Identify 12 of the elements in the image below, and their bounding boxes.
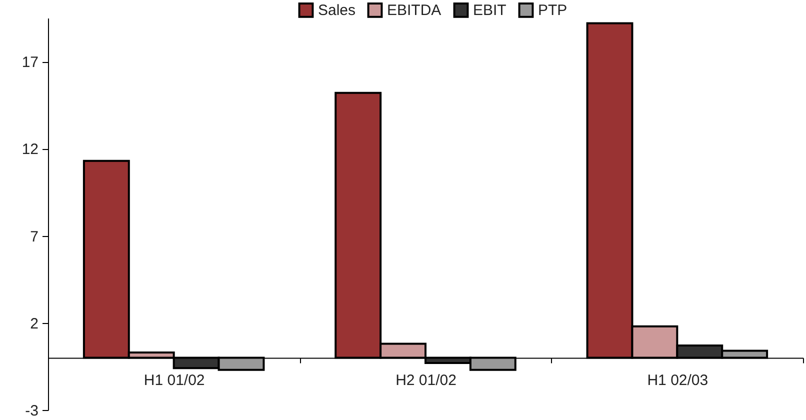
y-tick-label: 7 <box>30 228 38 246</box>
x-tick-label: H1 01/02 <box>144 372 205 390</box>
legend-label: EBIT <box>473 2 506 20</box>
legend-label: Sales <box>318 2 356 20</box>
y-tick-label: 2 <box>30 315 38 332</box>
legend-label: EBITDA <box>387 2 442 20</box>
y-tick-label: -3 <box>25 402 38 420</box>
x-tick-label: H1 02/03 <box>647 372 708 390</box>
y-tick-label: 17 <box>22 54 38 72</box>
y-tick-label: 12 <box>22 141 38 158</box>
x-tick-label: H2 01/02 <box>396 372 456 390</box>
legend-label: PTP <box>538 2 568 20</box>
